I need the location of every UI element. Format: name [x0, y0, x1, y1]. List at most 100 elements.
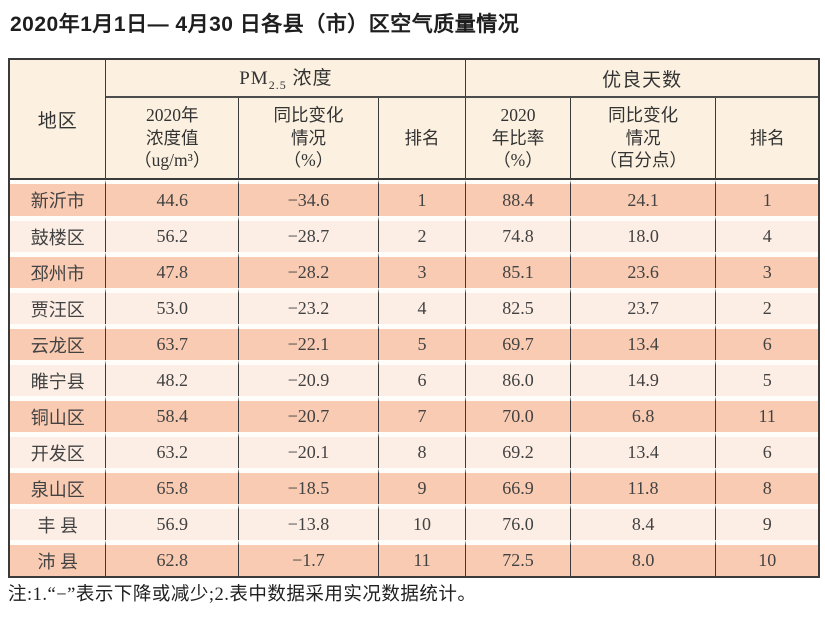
- table-row: 泉山区 65.8 −18.5 9 66.9 11.8 8: [10, 468, 818, 504]
- cell-days-ratio: 86.0: [466, 360, 571, 396]
- cell-pm-value: 48.2: [106, 360, 240, 396]
- cell-region: 沛 县: [10, 540, 107, 576]
- cell-days-rank: 4: [716, 216, 818, 252]
- column-header-pm-rank: 排名: [378, 98, 467, 180]
- cell-pm-value: 53.0: [106, 288, 240, 324]
- cell-days-change: 14.9: [570, 360, 717, 396]
- cell-pm-value: 63.2: [106, 432, 240, 468]
- cell-days-change: 6.8: [570, 396, 717, 432]
- column-header-pm-value: 2020年 浓度值 （ug/m³）: [106, 98, 240, 180]
- cell-days-ratio: 82.5: [466, 288, 571, 324]
- cell-pm-rank: 1: [378, 180, 467, 216]
- column-header-pm-change: 同比变化 情况 （%）: [239, 98, 379, 180]
- cell-pm-value: 47.8: [106, 252, 240, 288]
- cell-days-ratio: 85.1: [466, 252, 571, 288]
- cell-days-change: 23.6: [570, 252, 717, 288]
- cell-days-ratio: 76.0: [466, 504, 571, 540]
- cell-days-ratio: 74.8: [466, 216, 571, 252]
- cell-pm-change: −22.1: [239, 324, 379, 360]
- table-row: 邳州市 47.8 −28.2 3 85.1 23.6 3: [10, 252, 818, 288]
- table-row: 鼓楼区 56.2 −28.7 2 74.8 18.0 4: [10, 216, 818, 252]
- cell-days-rank: 10: [716, 540, 818, 576]
- cell-days-rank: 8: [716, 468, 818, 504]
- cell-pm-rank: 10: [378, 504, 467, 540]
- table-row: 睢宁县 48.2 −20.9 6 86.0 14.9 5: [10, 360, 818, 396]
- cell-days-rank: 2: [716, 288, 818, 324]
- cell-pm-change: −28.7: [239, 216, 379, 252]
- table-row: 沛 县 62.8 −1.7 11 72.5 8.0 10: [10, 540, 818, 576]
- sub-header-row: 2020年 浓度值 （ug/m³） 同比变化 情况 （%） 排名 2020 年比…: [10, 98, 818, 180]
- cell-days-ratio: 72.5: [466, 540, 571, 576]
- cell-pm-rank: 9: [378, 468, 467, 504]
- pm25-label: PM: [239, 68, 269, 90]
- cell-pm-rank: 3: [378, 252, 467, 288]
- cell-days-change: 24.1: [570, 180, 717, 216]
- cell-region: 贾汪区: [10, 288, 107, 324]
- cell-pm-rank: 11: [378, 540, 467, 576]
- cell-pm-change: −20.1: [239, 432, 379, 468]
- cell-pm-change: −23.2: [239, 288, 379, 324]
- group-header-good-days: 优良天数: [466, 60, 818, 98]
- cell-pm-rank: 7: [378, 396, 467, 432]
- cell-days-ratio: 69.7: [466, 324, 571, 360]
- cell-pm-change: −13.8: [239, 504, 379, 540]
- cell-pm-change: −18.5: [239, 468, 379, 504]
- cell-days-rank: 9: [716, 504, 818, 540]
- cell-pm-change: −20.7: [239, 396, 379, 432]
- column-header-days-change: 同比变化 情况 （百分点）: [570, 98, 717, 180]
- table-row: 新沂市 44.6 −34.6 1 88.4 24.1 1: [10, 180, 818, 216]
- cell-days-change: 8.4: [570, 504, 717, 540]
- cell-region: 邳州市: [10, 252, 107, 288]
- pm25-label-suffix: 浓度: [286, 68, 333, 90]
- footnote: 注:1.“−”表示下降或减少;2.表中数据采用实况数据统计。: [8, 585, 477, 605]
- cell-region: 铜山区: [10, 396, 107, 432]
- cell-region: 云龙区: [10, 324, 107, 360]
- cell-days-ratio: 88.4: [466, 180, 571, 216]
- cell-days-change: 13.4: [570, 432, 717, 468]
- cell-pm-value: 56.9: [106, 504, 240, 540]
- cell-days-change: 23.7: [570, 288, 717, 324]
- cell-pm-value: 44.6: [106, 180, 240, 216]
- cell-pm-rank: 8: [378, 432, 467, 468]
- table-row: 贾汪区 53.0 −23.2 4 82.5 23.7 2: [10, 288, 818, 324]
- cell-pm-change: −1.7: [239, 540, 379, 576]
- cell-days-rank: 6: [716, 324, 818, 360]
- cell-days-change: 13.4: [570, 324, 717, 360]
- cell-days-change: 8.0: [570, 540, 717, 576]
- group-header-pm25: PM2.5 浓度: [106, 60, 467, 98]
- cell-pm-change: −34.6: [239, 180, 379, 216]
- cell-pm-rank: 2: [378, 216, 467, 252]
- cell-days-ratio: 70.0: [466, 396, 571, 432]
- column-header-days-ratio: 2020 年比率 （%）: [466, 98, 571, 180]
- cell-pm-rank: 6: [378, 360, 467, 396]
- cell-days-change: 11.8: [570, 468, 717, 504]
- cell-days-ratio: 69.2: [466, 432, 571, 468]
- cell-pm-value: 65.8: [106, 468, 240, 504]
- cell-days-rank: 6: [716, 432, 818, 468]
- cell-region: 泉山区: [10, 468, 107, 504]
- cell-days-ratio: 66.9: [466, 468, 571, 504]
- cell-region: 新沂市: [10, 180, 107, 216]
- cell-pm-value: 58.4: [106, 396, 240, 432]
- cell-pm-change: −28.2: [239, 252, 379, 288]
- cell-days-change: 18.0: [570, 216, 717, 252]
- table-header: 地区 PM2.5 浓度 优良天数 2020年 浓度值 （ug/m³） 同比变化 …: [10, 60, 818, 180]
- cell-region: 睢宁县: [10, 360, 107, 396]
- cell-region: 鼓楼区: [10, 216, 107, 252]
- table-body: 新沂市 44.6 −34.6 1 88.4 24.1 1 鼓楼区 56.2 −28.7 2 74.8 1…: [10, 180, 818, 576]
- cell-days-rank: 11: [716, 396, 818, 432]
- cell-pm-rank: 5: [378, 324, 467, 360]
- table-row: 丰 县 56.9 −13.8 10 76.0 8.4 9: [10, 504, 818, 540]
- table-row: 铜山区 58.4 −20.7 7 70.0 6.8 11: [10, 396, 818, 432]
- cell-days-rank: 3: [716, 252, 818, 288]
- cell-region: 开发区: [10, 432, 107, 468]
- cell-pm-value: 63.7: [106, 324, 240, 360]
- cell-region: 丰 县: [10, 504, 107, 540]
- table-row: 开发区 63.2 −20.1 8 69.2 13.4 6: [10, 432, 818, 468]
- cell-days-rank: 1: [716, 180, 818, 216]
- cell-days-rank: 5: [716, 360, 818, 396]
- table-row: 云龙区 63.7 −22.1 5 69.7 13.4 6: [10, 324, 818, 360]
- group-header-row: 地区 PM2.5 浓度 优良天数: [10, 60, 818, 180]
- cell-pm-value: 56.2: [106, 216, 240, 252]
- pm25-subscript: 2.5: [268, 77, 287, 92]
